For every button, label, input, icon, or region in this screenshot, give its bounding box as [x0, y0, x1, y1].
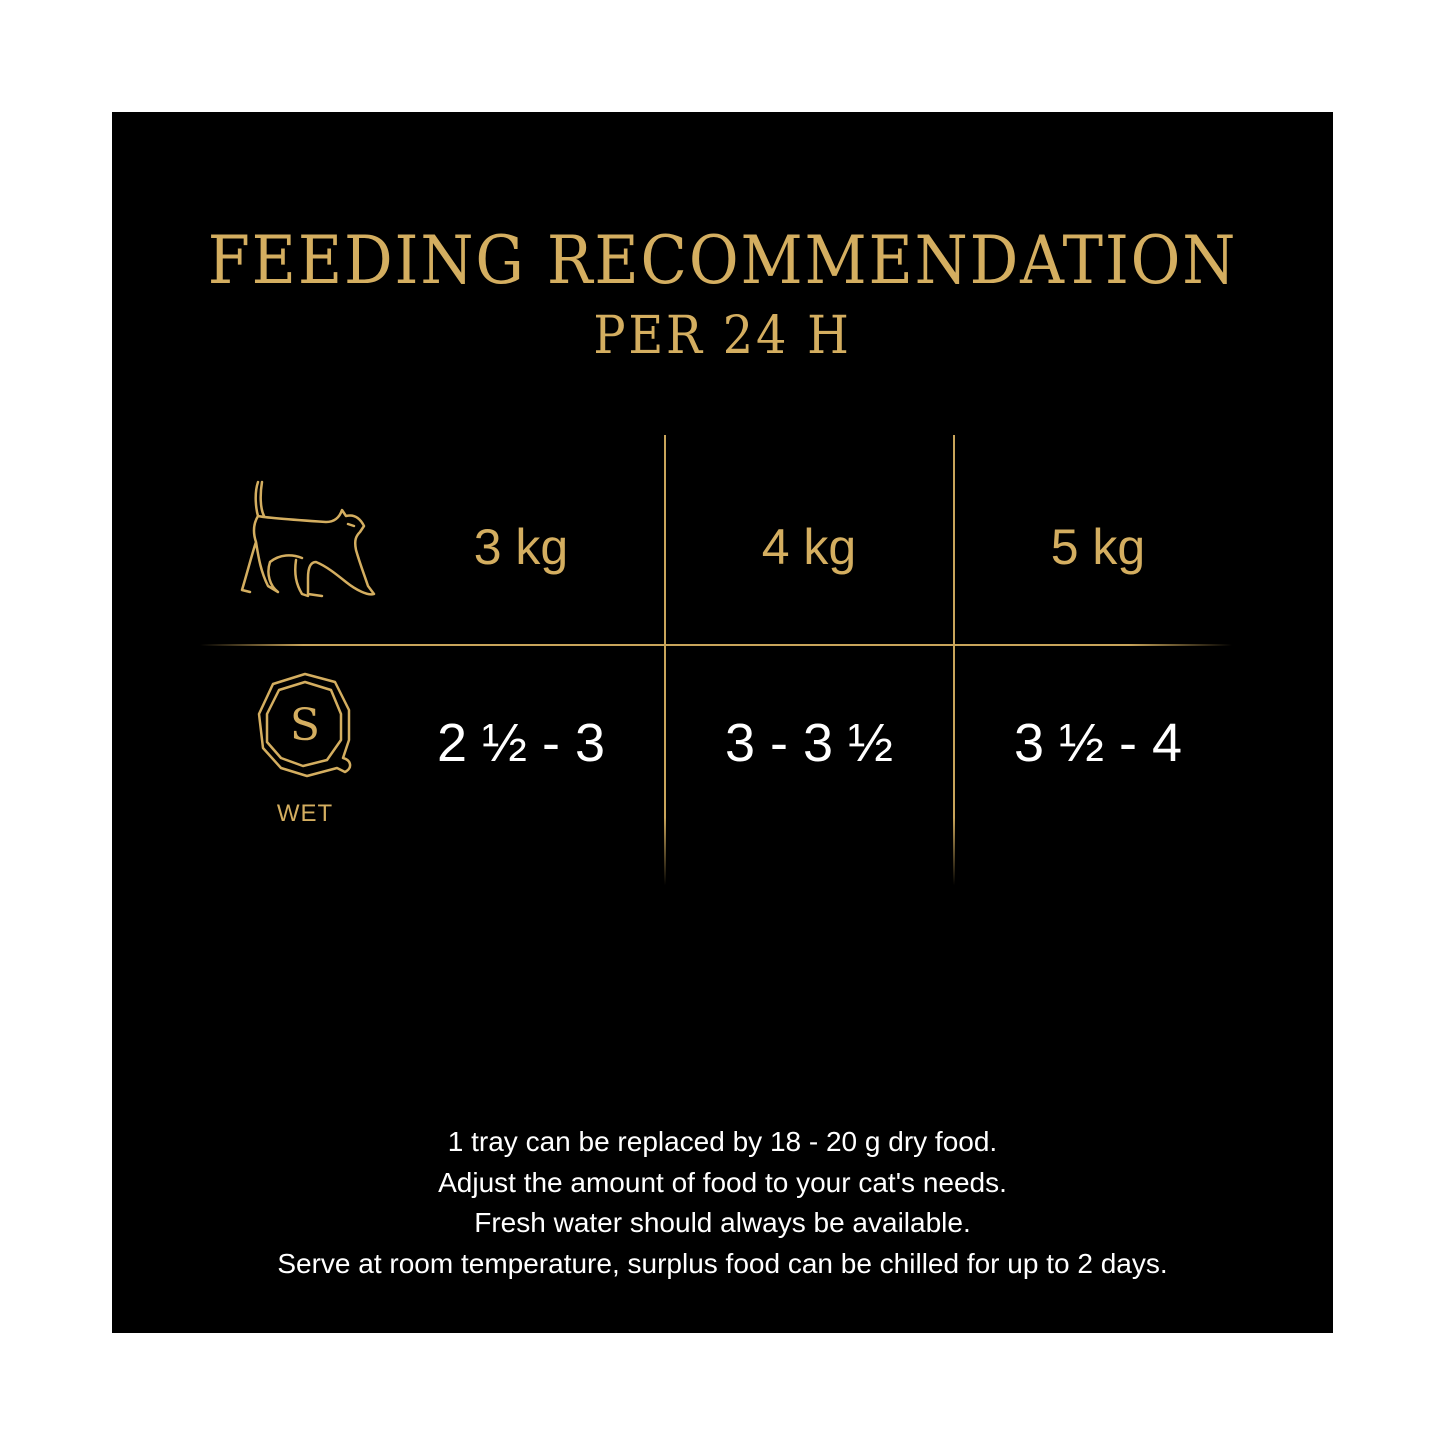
page-subtitle: PER 24 H	[593, 306, 852, 366]
column-divider	[664, 435, 666, 885]
wet-amount-3kg: 2 ½ - 3	[436, 713, 606, 773]
wet-amount-5kg: 3 ½ - 4	[1013, 713, 1183, 773]
note: Serve at room temperature, surplus food …	[277, 1247, 1168, 1279]
row-divider	[200, 644, 1232, 646]
page-title: FEEDING RECOMMENDATION	[207, 222, 1238, 299]
note: Fresh water should always be available.	[474, 1207, 971, 1238]
feeding-panel	[112, 112, 1333, 1333]
weight-3kg: 3 kg	[473, 519, 569, 575]
weight-5kg: 5 kg	[1050, 519, 1146, 575]
column-divider	[953, 435, 955, 885]
wax-seal-s-icon: S	[257, 672, 352, 778]
note: 1 tray can be replaced by 18 - 20 g dry …	[447, 1126, 998, 1157]
svg-text:S: S	[290, 700, 320, 751]
wet-amount-4kg: 3 - 3 ½	[724, 713, 894, 773]
note: Adjust the amount of food to your cat's …	[438, 1166, 1007, 1198]
walking-cat-icon	[240, 480, 376, 598]
food-type-label: WET	[276, 800, 334, 827]
weight-4kg: 4 kg	[761, 519, 857, 575]
feeding-notes: 1 tray can be replaced by 18 - 20 g dry …	[0, 1122, 1445, 1284]
